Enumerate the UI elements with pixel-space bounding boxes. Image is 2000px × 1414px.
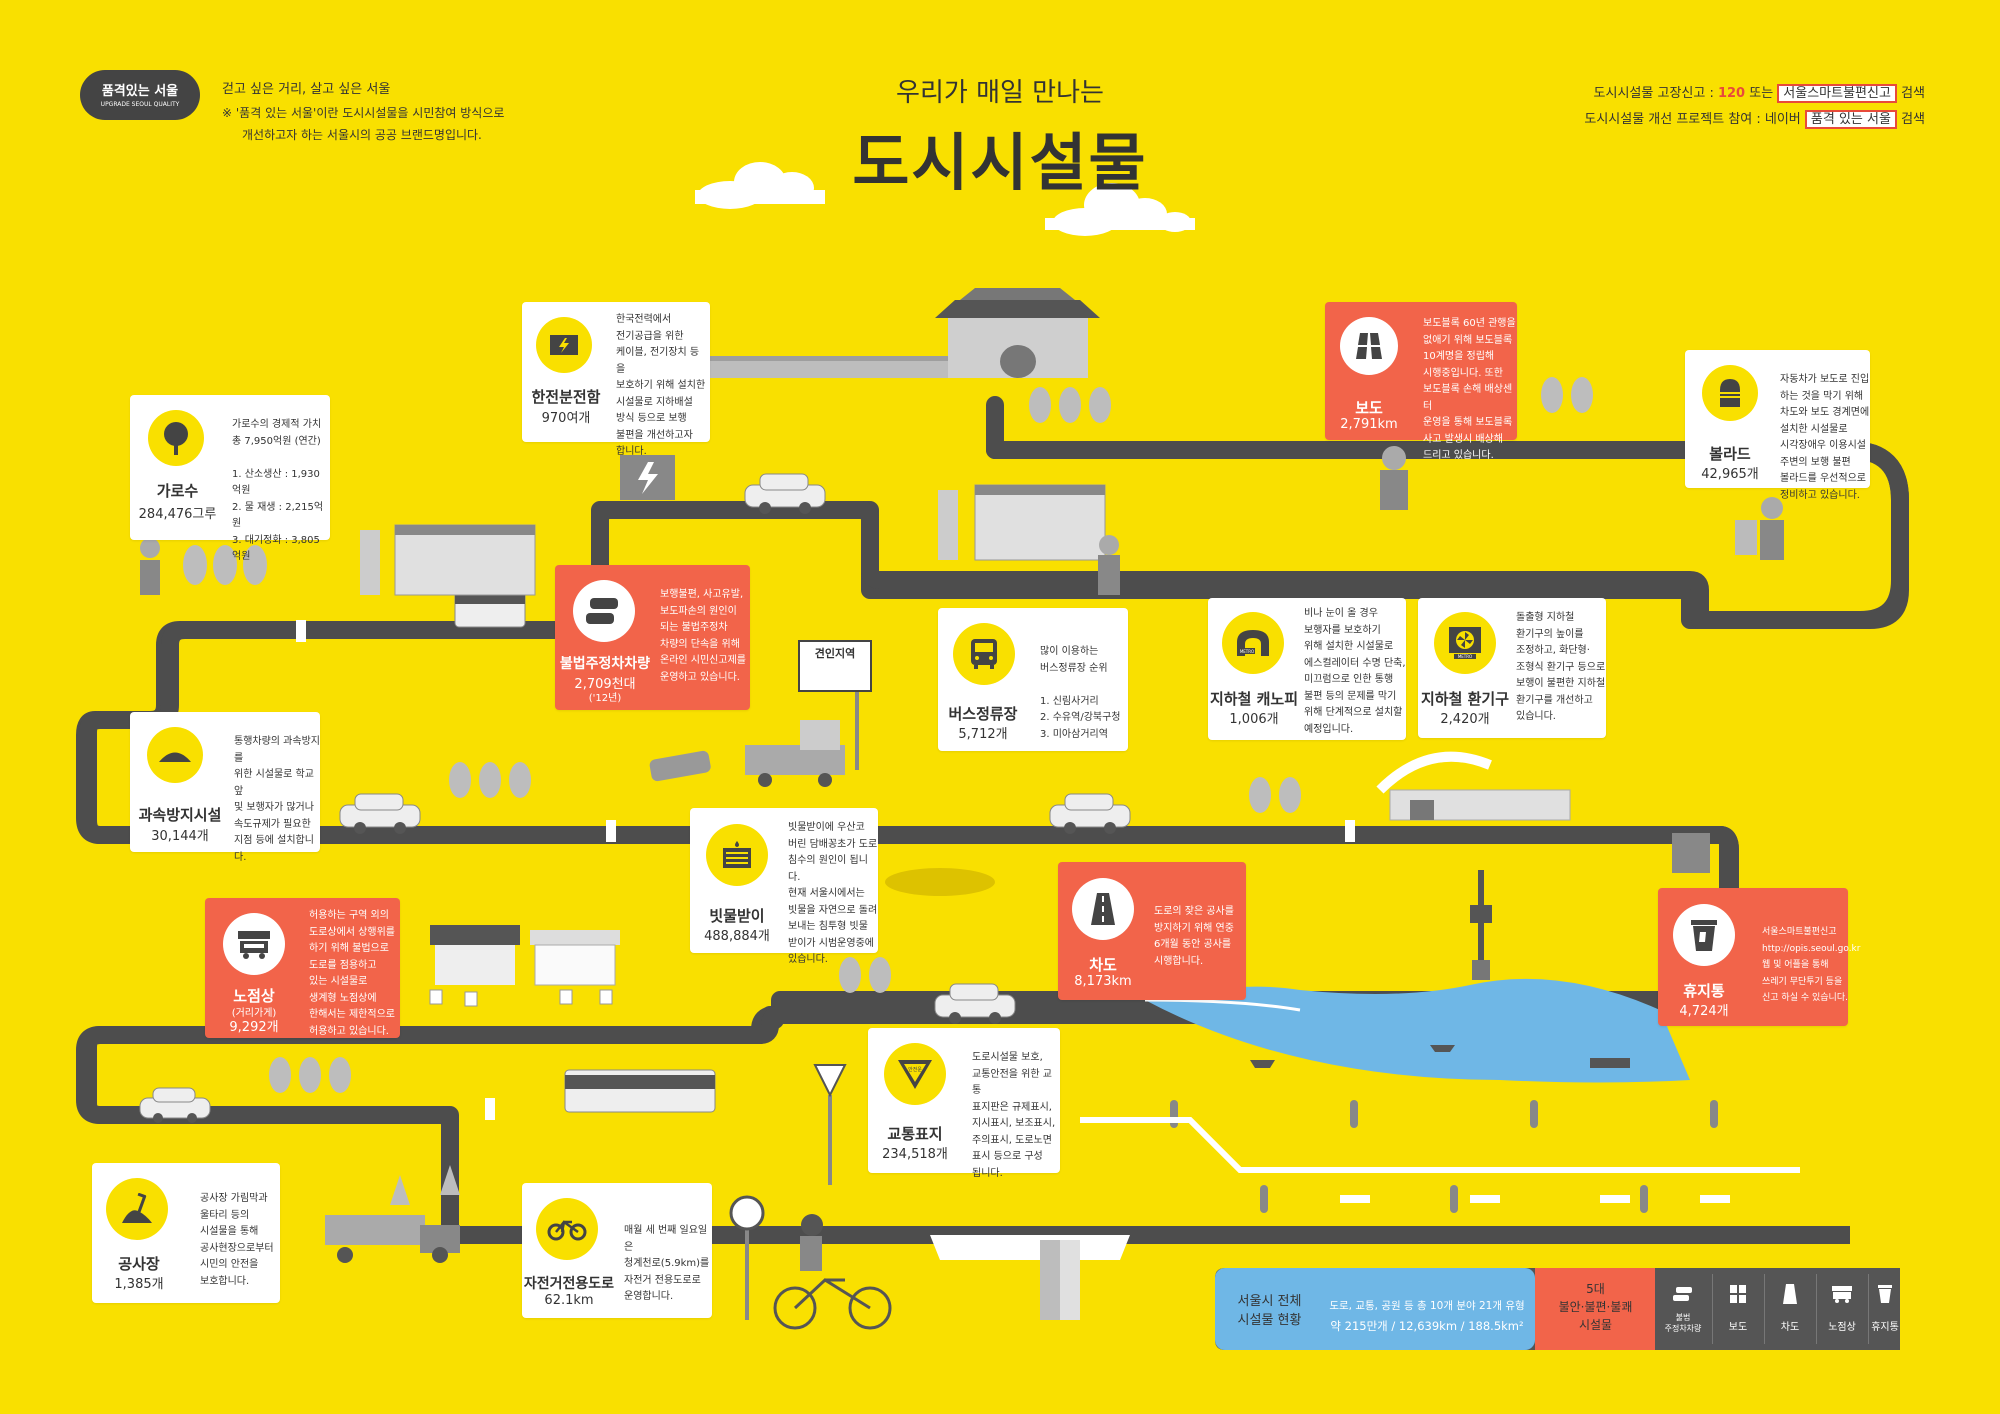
bollard-icon (1702, 365, 1758, 421)
benches (1340, 1195, 1730, 1203)
cars-icon (1672, 1286, 1694, 1302)
road-icon (1072, 878, 1134, 940)
stall-icon (1831, 1285, 1853, 1303)
svg-text:METRO: METRO (1458, 654, 1472, 659)
brand-logo: 품격있는 서울 UPGRADE SEOUL QUALITY (80, 70, 200, 120)
card-trash-bin: 휴지통 4,724개 서울스마트불편신고 http://opis.seoul.g… (1658, 888, 1860, 1026)
river (1145, 978, 1690, 1083)
card-bus-stop: 버스정류장 5,712개 많이 이용하는 버스정류장 순위 1. 신림사거리 2… (938, 608, 1128, 751)
trash-bin-illustration (1672, 833, 1710, 873)
clouds (695, 162, 1195, 236)
card-sidewalk: 보도 2,791km 보도블록 60년 관행을 없애기 위해 보도블록 10계명… (1325, 302, 1517, 461)
card-tree: 가로수 284,476그루 가로수의 경제적 가치 총 7,950억원 (연간)… (130, 395, 330, 562)
card-illegal-parking: 불법주정차차량 2,709천대 ('12년) 보행불편, 사고유발, 보도파손의… (555, 565, 750, 710)
report-line-1: 도시시설물 고장신고 : 120 또는 서울스마트불편신고 검색 (1593, 84, 1925, 103)
bus-icon (953, 623, 1015, 685)
card-rain-drain: 빗물받이 488,884개 빗물받이에 우산코 버린 담배꽁초가 도로 침수의 … (690, 808, 878, 965)
report-line-2: 도시시설물 개선 프로젝트 참여 : 네이버 품격 있는 서울 검색 (1584, 110, 1925, 129)
boats (1250, 1045, 1630, 1068)
stall-carts (429, 925, 620, 1007)
svg-text:METRO: METRO (1240, 649, 1254, 654)
report-link-smart[interactable]: 서울스마트불편신고 (1777, 84, 1897, 103)
legend-item-stall: 노점상 (1816, 1274, 1867, 1344)
sidewalk-icon (1340, 317, 1398, 375)
trash-icon (1673, 904, 1735, 966)
cones (390, 1165, 460, 1205)
status-label: 서울시 전체 시설물 현황 (1237, 1294, 1302, 1328)
legend-item-trash: 휴지통 (1868, 1274, 1901, 1344)
tree-icon (148, 410, 204, 466)
card-traffic-sign: 안전운 교통표지 234,518개 도로시설물 보호, 교통안전을 위한 교통 … (868, 1028, 1060, 1179)
card-bollard: 볼라드 42,965개 자동차가 보도로 진입 하는 것을 막기 위해 차도와 … (1685, 350, 1870, 501)
card-speed-bump: 과속방지시설 30,144개 통행차량의 과속방지를 위한 시설물로 학교 앞 … (130, 712, 320, 863)
seoul-tower (1470, 870, 1492, 980)
olympic-gate (930, 1235, 1130, 1320)
brand-logo-ko: 품격있는 서울 (101, 84, 179, 99)
people (140, 446, 1784, 1271)
stall-icon (223, 913, 285, 975)
traffic-sign-illustration (813, 1064, 847, 1098)
card-subway-vent: METRO 지하철 환기구 2,420개 돌출형 지하철 환기구의 높이를 조정… (1418, 598, 1606, 738)
bus-stops (360, 484, 1106, 596)
status-stat-2: 약 215만개 / 12,639km / 188.5km² (1330, 1319, 1524, 1333)
speed-bump-icon (147, 727, 203, 783)
svg-text:안전운: 안전운 (908, 1066, 922, 1073)
card-subway-canopy: METRO 지하철 캐노피 1,006개 비나 눈이 올 경우 보행자를 보호하… (1208, 598, 1406, 740)
card-construction: 공사장 1,385개 공사장 가림막과 울타리 등의 시설물을 통해 공사현장으… (92, 1163, 280, 1303)
intro-line-3: 개선하고자 하는 서울시의 공공 브랜드명입니다. (242, 128, 482, 142)
yield-sign-icon: 안전운 (884, 1043, 946, 1105)
title-sub: 우리가 매일 만나는 (896, 78, 1104, 108)
drain-icon (706, 824, 768, 886)
bicycle-icon (536, 1198, 598, 1260)
trees (183, 377, 1718, 1213)
vehicles (139, 473, 1131, 1263)
lightning-icon (536, 317, 592, 373)
card-street-stall: 노점상 (거리가게) 9,292개 허용하는 구역 외의 도로상에서 상행위를 … (205, 898, 400, 1038)
card-roadway: 차도 8,173km 도로의 잦은 공사를 방지하기 위해 연중 6개월 동안 … (1058, 862, 1246, 1000)
bike-sign-pole (745, 1220, 749, 1320)
shovel-icon (106, 1178, 168, 1240)
puddle (885, 868, 995, 896)
legend-item-parking: 불법 주정차차량 (1657, 1274, 1709, 1344)
five-facilities-label: 5대 불안·불편·불쾌 시설물 (1558, 1282, 1633, 1332)
city-wall (710, 288, 1100, 378)
fan-icon: METRO (1434, 612, 1496, 674)
intro-line-2: ※ '품격 있는 서울'이란 도시시설물을 시민참여 방식으로 (222, 106, 505, 120)
metro-canopy-icon: METRO (1222, 612, 1284, 674)
intro-line-1: 걷고 싶은 거리, 살고 싶은 서울 (222, 82, 391, 97)
status-stat-1: 도로, 교통, 공원 등 총 10개 분야 21개 유형 (1329, 1300, 1525, 1312)
park-path (1080, 1117, 1800, 1173)
legend-item-sidewalk: 보도 (1712, 1274, 1763, 1344)
page-title: 도시시설물 (852, 126, 1148, 199)
report-link-naver[interactable]: 품격 있는 서울 (1804, 110, 1897, 129)
brand-logo-en: UPGRADE SEOUL QUALITY (100, 101, 180, 108)
sidewalk-icon (1728, 1284, 1748, 1304)
main-road (79, 405, 1909, 1244)
metro-building (1376, 751, 1571, 821)
bicycle-illustration (773, 1278, 892, 1330)
road-icon (1782, 1283, 1798, 1305)
cars-icon (573, 580, 635, 642)
card-bike-lane: 자전거전용도로 62.1km 매월 세 번째 일요일은 청계천로(5.9km)를… (522, 1183, 712, 1318)
legend-item-road: 차도 (1764, 1274, 1815, 1344)
card-power-box: 한전분전함 970여개 한국전력에서 전기공급을 위한 케이블, 전기장치 등을… (522, 302, 710, 457)
tow-zone-sign: 견인지역 (798, 640, 872, 692)
trash-icon (1877, 1284, 1893, 1304)
